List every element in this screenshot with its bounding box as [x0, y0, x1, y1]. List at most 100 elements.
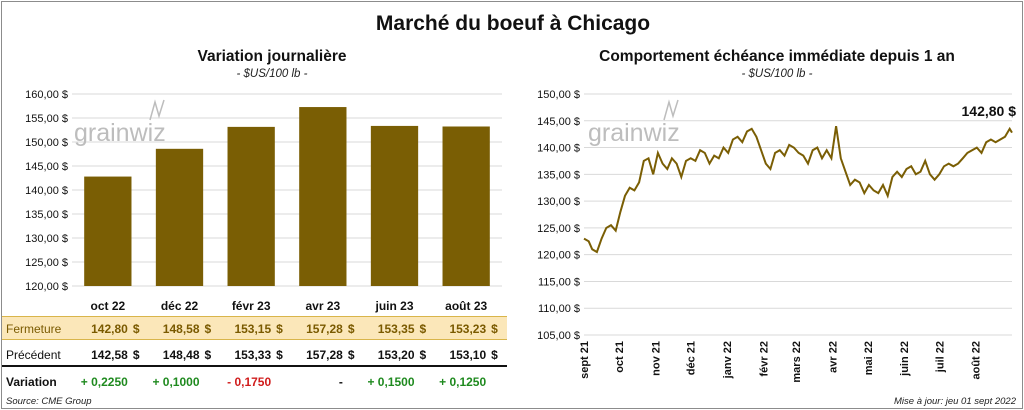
line-ytick-label: 130,00 $	[537, 196, 580, 208]
table-row-close: Fermeture 142,80 $148,58 $153,15 $157,28 $15…	[2, 316, 507, 340]
line-xtick: déc 21	[686, 341, 698, 375]
currency-symbol: $	[419, 348, 427, 362]
line-xtick-label: nov 21	[651, 341, 663, 376]
currency-symbol: $	[491, 348, 498, 362]
line-xtick-label: oct 21	[614, 341, 626, 373]
currency-symbol: $	[347, 348, 355, 362]
line-xtick: févr 22	[758, 341, 770, 376]
right-watermark: grainwiz	[588, 119, 680, 147]
row-prev-cell: 142,58	[91, 348, 128, 362]
source-note: Source: CME Group	[6, 396, 92, 407]
currency-symbol: $	[204, 322, 212, 336]
row-prev-cell: 148,48	[162, 348, 200, 362]
currency-symbol: $	[276, 322, 283, 336]
bar-ytick-label: 145,00 $	[25, 161, 68, 173]
row-var-cell: + 0,1250	[439, 375, 487, 389]
line-xtick: juil 22	[934, 341, 946, 373]
bar-ytick-label: 120,00 $	[25, 281, 68, 293]
line-ytick-label: 115,00 $	[538, 276, 580, 288]
row-var-cell: + 0,2250	[80, 375, 128, 389]
line-xtick: sept 21	[579, 341, 591, 379]
line-ytick-label: 120,00 $	[537, 250, 580, 262]
currency-symbol: $	[491, 322, 498, 336]
line-xtick: janv 22	[722, 341, 734, 379]
right-panel-subtitle: - $US/100 lb -	[741, 68, 813, 80]
line-xtick: mars 22	[791, 341, 803, 383]
line-xtick-label: août 22	[971, 341, 983, 380]
left-panel-subtitle: - $US/100 lb -	[236, 68, 308, 80]
line-xtick: août 22	[971, 341, 983, 380]
row-close-cell: 153,15	[234, 322, 272, 336]
line-chart: grainwiz 105,00 $ 110,00 $ 115,00 $ 120,00 …	[537, 89, 1017, 383]
line-ytick-label: 125,00 $	[537, 223, 580, 235]
bar-xtick-label: févr 23	[232, 299, 271, 313]
bar	[370, 125, 419, 286]
line-xtick: avr 22	[828, 341, 840, 373]
row-close-cell: 142,80	[91, 322, 128, 336]
line-xtick-label: mai 22	[863, 341, 875, 375]
row-close-cell: 153,23	[449, 322, 487, 336]
last-price-label: 142,80 $	[962, 103, 1017, 119]
previous-label: Précédent	[6, 348, 61, 362]
close-label: Fermeture	[6, 322, 62, 336]
line-xtick-label: sept 21	[579, 341, 591, 379]
line-ytick-label: 105,00 $	[537, 330, 580, 342]
left-watermark: grainwiz	[74, 119, 166, 147]
row-var-cell: + 0,1000	[152, 375, 200, 389]
currency-symbol: $	[132, 348, 140, 362]
bar-ytick-label: 160,00 $	[25, 89, 68, 101]
row-prev-cell: 153,20	[377, 348, 415, 362]
line-xtick: nov 21	[651, 341, 663, 376]
variation-label: Variation	[6, 375, 57, 389]
currency-symbol: $	[347, 322, 355, 336]
bar-xtick-label: août 23	[445, 299, 487, 313]
line-ytick-label: 150,00 $	[537, 89, 580, 101]
currency-symbol: $	[276, 348, 283, 362]
bar-xtick-label: déc 22	[161, 299, 199, 313]
line-xtick-label: avr 22	[828, 341, 840, 373]
line-xtick: mai 22	[863, 341, 875, 375]
row-close-cell: 153,35	[377, 322, 415, 336]
line-xtick: juin 22	[899, 341, 911, 377]
currency-symbol: $	[204, 348, 212, 362]
table-row-previous: Précédent 142,58 $148,48 $153,33 $157,28 $15…	[2, 343, 507, 367]
line-xtick: oct 21	[614, 341, 626, 373]
bar-xtick-label: juin 23	[374, 299, 413, 313]
bar-ytick-label: 150,00 $	[25, 137, 68, 149]
line-xtick-label: déc 21	[686, 341, 698, 375]
bar-ytick-label: 130,00 $	[25, 233, 68, 245]
line-xtick-label: juil 22	[934, 341, 946, 373]
bar	[299, 107, 347, 286]
bar	[227, 126, 275, 286]
price-series-line	[583, 125, 1013, 254]
update-note: Mise à jour: jeu 01 sept 2022	[894, 396, 1016, 407]
line-xtick-label: juin 22	[899, 341, 911, 377]
row-var-cell: + 0,1500	[367, 375, 415, 389]
right-panel-title: Comportement échéance immédiate depuis 1…	[599, 48, 955, 65]
row-close-cell: 148,58	[162, 322, 200, 336]
row-prev-cell: 153,10	[449, 348, 487, 362]
line-xtick-label: mars 22	[791, 341, 803, 383]
page-title: Marché du boeuf à Chicago	[375, 12, 651, 35]
left-panel-title: Variation journalière	[197, 48, 347, 65]
row-prev-cell: 157,28	[306, 348, 343, 362]
line-xtick-label: janv 22	[722, 341, 734, 379]
watermark-mark-icon	[663, 99, 679, 121]
line-ytick-label: 145,00 $	[537, 116, 580, 128]
line-ytick-label: 135,00 $	[537, 169, 580, 181]
bar-ytick-label: 125,00 $	[25, 257, 68, 269]
row-var-cell: - 0,1750	[227, 375, 272, 389]
line-ytick-label: 110,00 $	[538, 303, 580, 315]
line-xtick-label: févr 22	[758, 341, 770, 376]
watermark-mark-icon	[149, 99, 165, 121]
bar-ytick-label: 135,00 $	[25, 209, 68, 221]
bar	[442, 126, 490, 286]
bar-chart: grainwiz 120,00 $ 125,00 $ 130,00 $ 135,00 …	[25, 89, 502, 313]
currency-symbol: $	[419, 322, 427, 336]
bar-xtick-label: oct 22	[90, 299, 125, 313]
table-row-variation: Variation + 0,2250 + 0,1000 - 0,1750 - + 0,1…	[2, 370, 507, 394]
bar-ytick-label: 140,00 $	[25, 185, 68, 197]
row-prev-cell: 153,33	[234, 348, 272, 362]
bar-xtick-label: avr 23	[305, 299, 340, 313]
